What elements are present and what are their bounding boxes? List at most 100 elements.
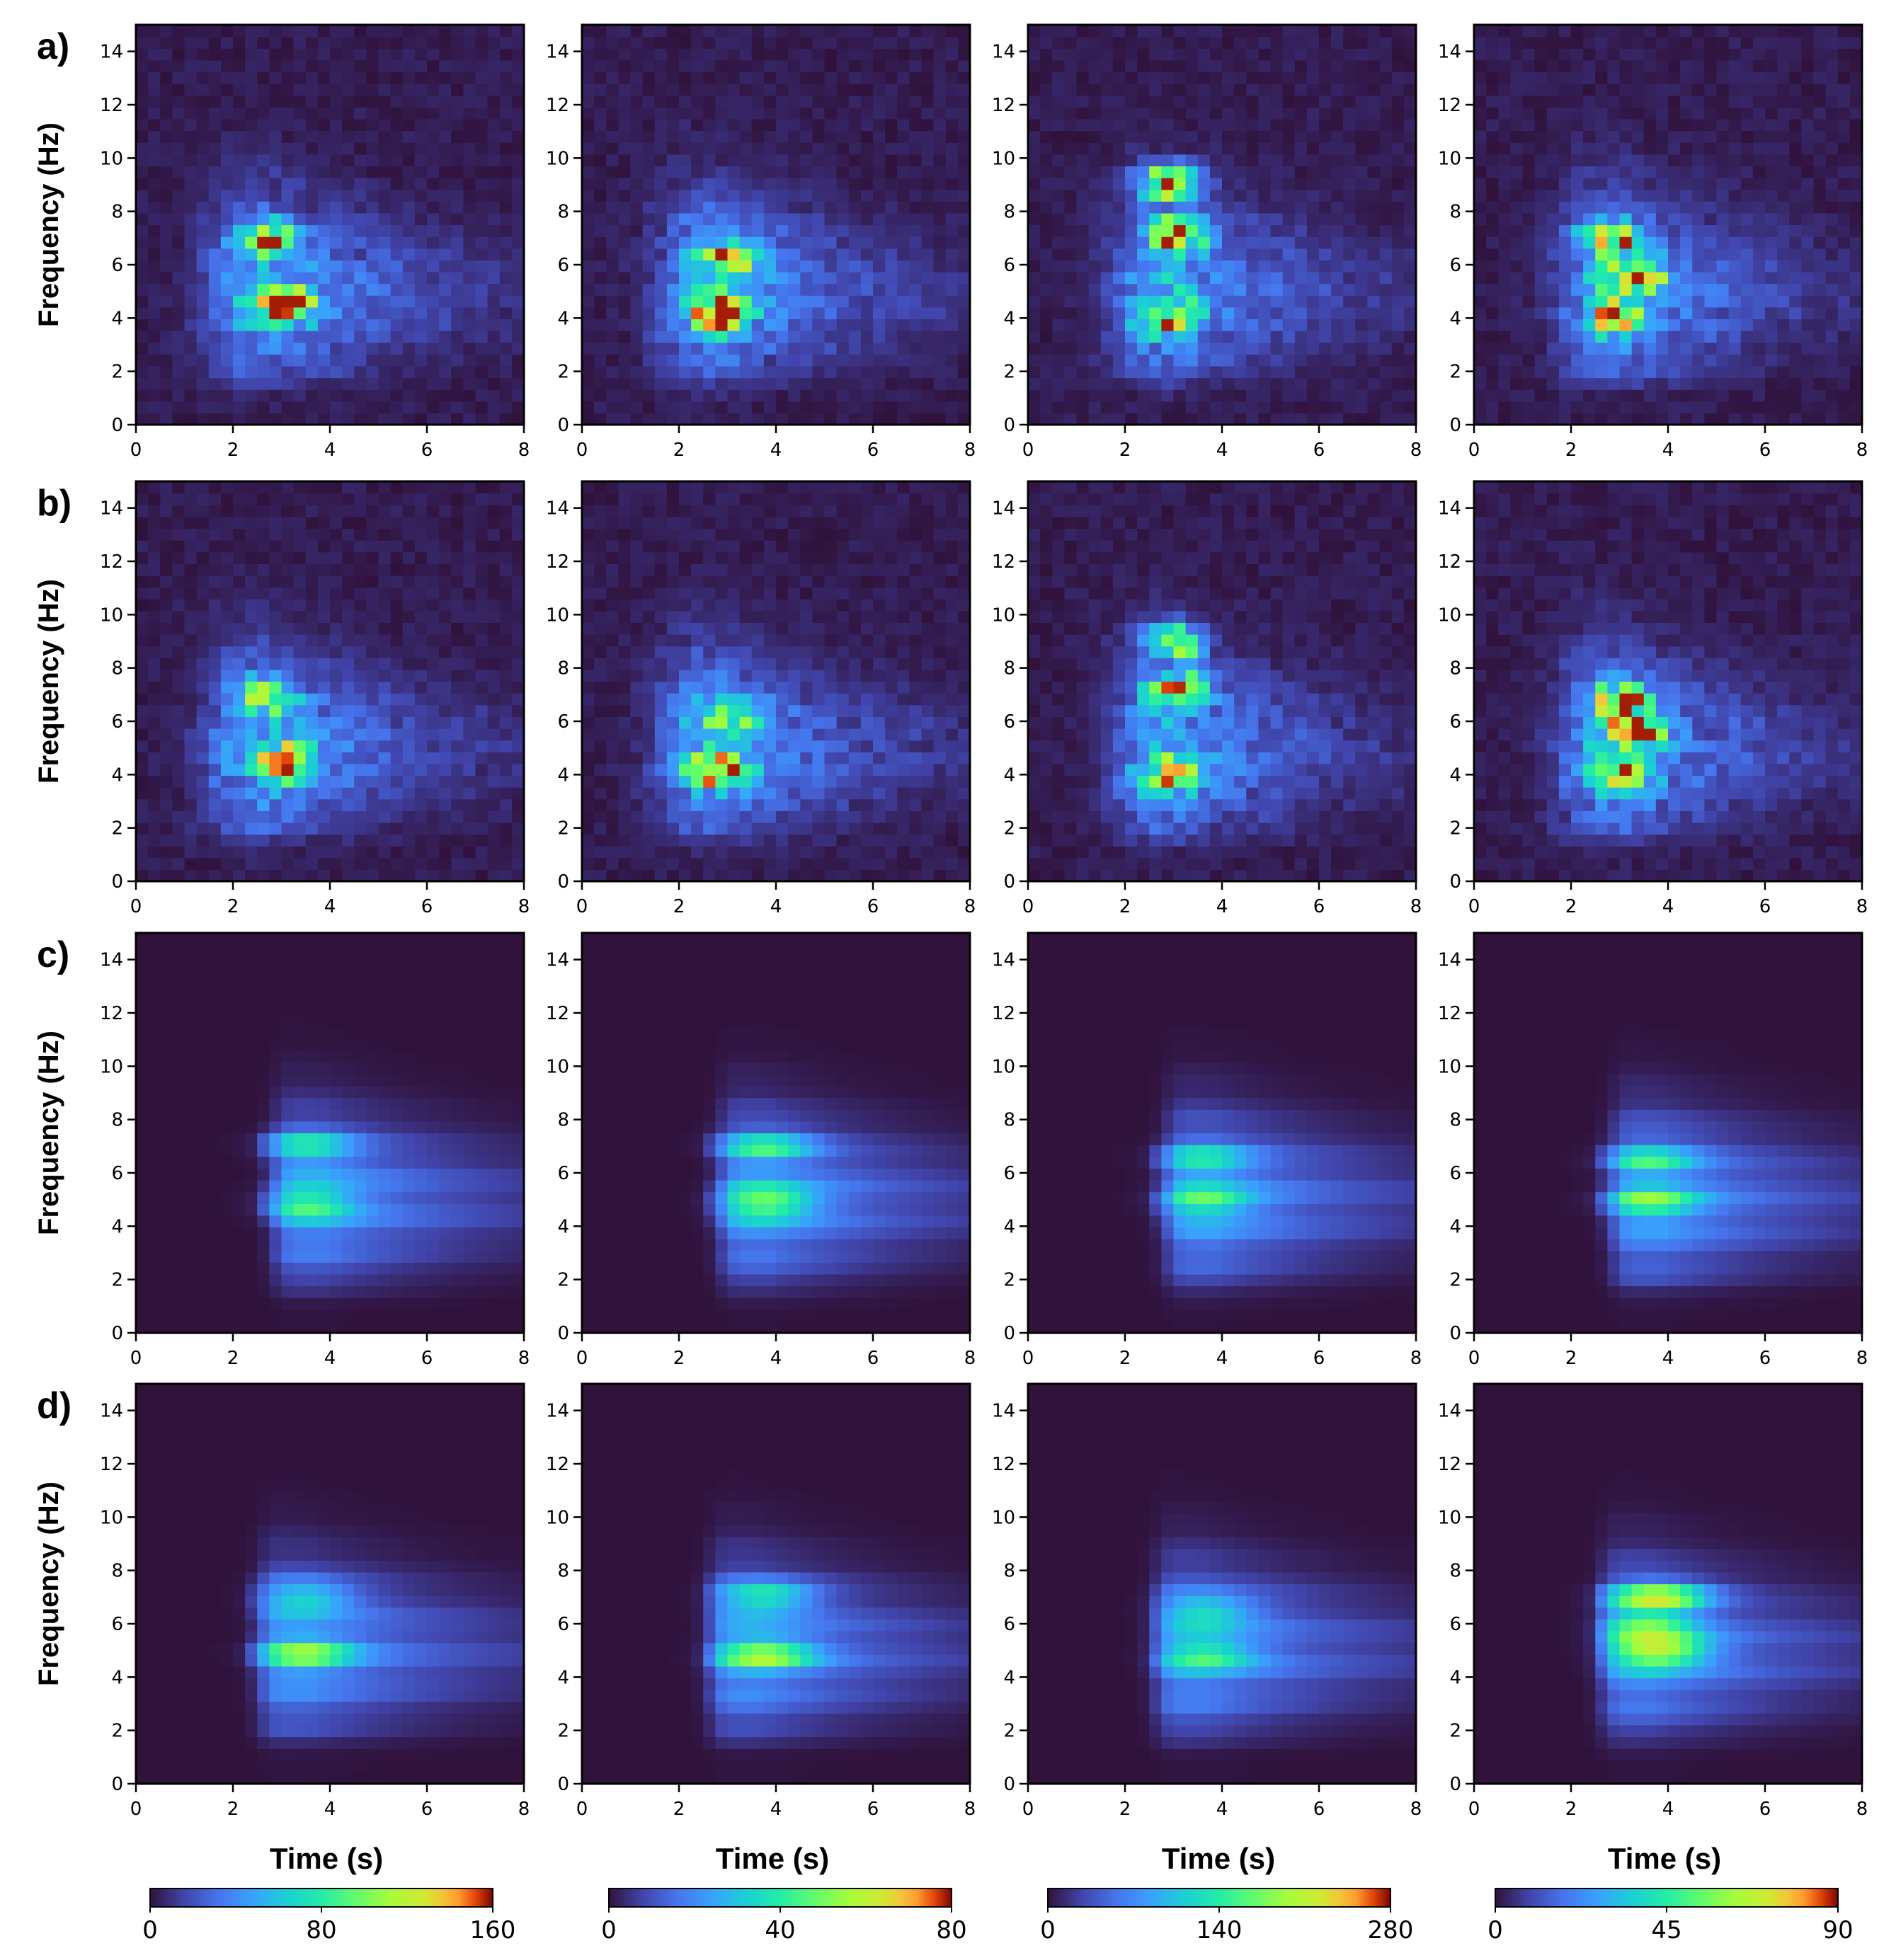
heatmap-cell	[390, 248, 404, 260]
heatmap-cell	[945, 248, 959, 260]
heatmap-cell	[679, 271, 692, 285]
heatmap-cell	[257, 775, 270, 788]
heatmap-cell	[1173, 224, 1187, 237]
heatmap-cell	[1112, 306, 1126, 320]
heatmap-cell	[1849, 295, 1863, 308]
heatmap-cell	[463, 798, 476, 811]
heatmap-cell	[475, 413, 489, 425]
heatmap-cell	[366, 212, 379, 226]
heatmap-cell	[1546, 331, 1560, 343]
heatmap-cell	[1643, 36, 1657, 49]
heatmap-cell	[1161, 36, 1175, 49]
heatmap-cell	[1088, 283, 1102, 296]
heatmap-cell	[1558, 48, 1572, 61]
heatmap-cell	[751, 189, 765, 202]
heatmap-cell	[1631, 142, 1645, 155]
heatmap-cell	[836, 248, 850, 260]
heatmap-cell	[317, 142, 331, 155]
heatmap-cell	[654, 189, 668, 202]
heatmap-cell	[511, 71, 525, 84]
y-tick-label: 14	[1438, 42, 1461, 63]
heatmap-cell	[1112, 36, 1126, 49]
heatmap-cell	[691, 283, 704, 296]
heatmap-cell	[582, 413, 595, 425]
heatmap-cell	[618, 236, 632, 249]
heatmap-cell	[1692, 84, 1705, 96]
heatmap-cell	[921, 142, 935, 155]
heatmap-cell	[463, 834, 476, 847]
heatmap-cell	[1367, 189, 1381, 202]
heatmap-cell	[1498, 154, 1511, 167]
heatmap-cell	[354, 787, 367, 800]
heatmap-cell	[1197, 189, 1211, 202]
heatmap-cell	[1076, 189, 1090, 202]
heatmap-cell	[184, 71, 198, 84]
heatmap-cell	[1306, 401, 1320, 413]
heatmap-cell	[1837, 377, 1851, 390]
heatmap-cell	[1571, 130, 1584, 143]
heatmap-cell	[1765, 95, 1778, 108]
heatmap-cell	[511, 201, 525, 214]
heatmap-cell	[390, 154, 404, 167]
heatmap-cell	[1391, 178, 1405, 190]
heatmap-cell	[245, 201, 258, 214]
heatmap-cell	[582, 84, 595, 96]
heatmap-cell	[1343, 271, 1356, 285]
heatmap-cell	[390, 775, 404, 788]
heatmap-cell	[1837, 25, 1851, 38]
heatmap-cell	[499, 283, 513, 296]
heatmap-cell	[1185, 283, 1199, 296]
heatmap-cell	[1270, 166, 1284, 178]
heatmap-cell	[703, 413, 716, 425]
heatmap-cell	[824, 166, 838, 178]
heatmap-cell	[1498, 319, 1511, 331]
heatmap-cell	[269, 189, 282, 202]
heatmap-cell	[1331, 295, 1344, 308]
heatmap-cell	[1379, 365, 1393, 379]
heatmap-cell	[703, 295, 716, 308]
heatmap-cell	[873, 212, 886, 226]
heatmap-cell	[475, 869, 489, 882]
heatmap-cell	[1282, 48, 1296, 61]
heatmap-cell	[208, 166, 222, 178]
heatmap-cell	[788, 260, 801, 273]
heatmap-cell	[427, 25, 440, 38]
heatmap-cell	[1028, 84, 1041, 96]
heatmap-cell	[330, 224, 343, 237]
heatmap-cell	[1692, 59, 1705, 73]
heatmap-cell	[739, 142, 753, 155]
heatmap-cell	[233, 389, 246, 402]
heatmap-cell	[824, 84, 838, 96]
heatmap-cell	[148, 810, 161, 823]
heatmap-cell	[378, 822, 392, 835]
heatmap-cell	[1209, 306, 1223, 320]
heatmap-cell	[499, 212, 513, 226]
heatmap-cell	[148, 84, 161, 96]
heatmap-cell	[451, 752, 464, 764]
heatmap-cell	[1607, 107, 1621, 120]
heatmap-cell	[1306, 84, 1320, 96]
heatmap-cell	[245, 25, 258, 38]
heatmap-cell	[463, 413, 476, 425]
heatmap-cell	[1403, 36, 1417, 49]
heatmap-cell	[1789, 107, 1802, 120]
heatmap-cell	[354, 271, 367, 285]
heatmap-cell	[136, 248, 149, 260]
heatmap-cell	[1185, 48, 1199, 61]
heatmap-cell	[1825, 389, 1839, 402]
heatmap-cell	[715, 154, 729, 167]
heatmap-cell	[366, 248, 379, 260]
heatmap-cell	[848, 95, 862, 108]
heatmap-cell	[751, 331, 765, 343]
heatmap-cell	[1583, 71, 1596, 84]
heatmap-cell	[1583, 130, 1596, 143]
heatmap-cell	[196, 763, 210, 776]
heatmap-cell	[824, 142, 838, 155]
heatmap-cell	[933, 248, 947, 260]
heatmap-cell	[1209, 365, 1223, 379]
heatmap-cell	[1837, 189, 1851, 202]
heatmap-cell	[1813, 178, 1827, 190]
heatmap-cell	[172, 25, 185, 38]
heatmap-cell	[342, 295, 355, 308]
heatmap-cell	[739, 413, 753, 425]
